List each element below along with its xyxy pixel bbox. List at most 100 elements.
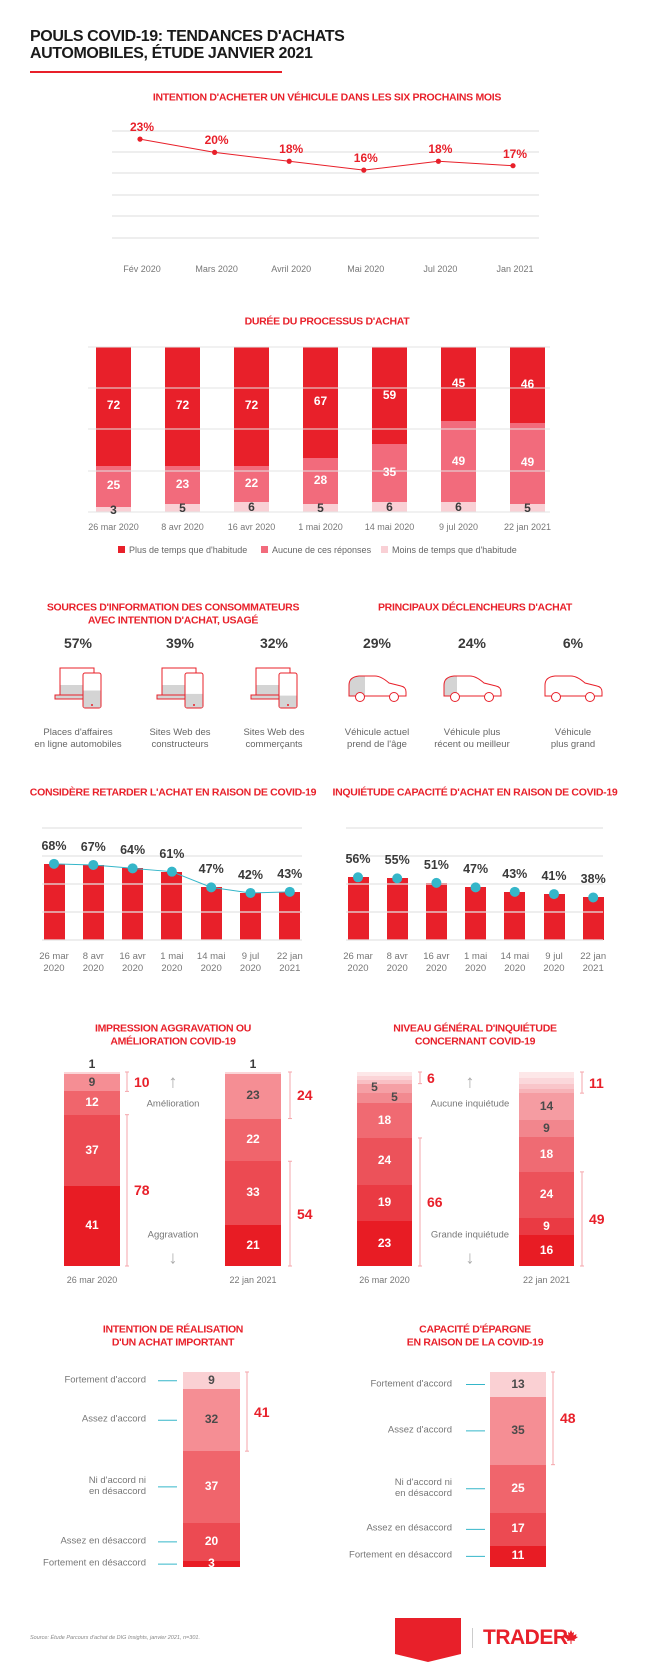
page-title-line1: POULS COVID-19: TENDANCES D'ACHATS: [30, 28, 345, 45]
segment-label: 37: [85, 1142, 99, 1157]
x-tick-label: 2021: [279, 963, 301, 974]
bar-segment-plus: [372, 347, 407, 445]
category-label: Fortement en désaccord: [349, 1549, 452, 1561]
segment-label: 5: [179, 500, 186, 515]
group-total: 41: [254, 1403, 270, 1420]
segment-label: 5: [524, 500, 531, 515]
trigger-label: Véhicule plus: [443, 727, 501, 738]
category-label: Ni d'accord ni en désaccord: [394, 1476, 452, 1499]
stack-segment: [490, 1512, 546, 1546]
stack-segment: [519, 1120, 574, 1138]
data-point-marker: [127, 863, 138, 874]
group-total: 54: [297, 1205, 313, 1222]
segment-label: 33: [246, 1185, 260, 1200]
segment-label: 20: [204, 1533, 219, 1548]
data-point-marker: [49, 858, 59, 869]
x-tick-label: 2020: [200, 963, 222, 974]
segment-label: 35: [511, 1422, 525, 1437]
stack-segment: [519, 1137, 574, 1172]
x-tick-label: 16 avr: [119, 951, 146, 962]
chart-title-realisation-line1: INTENTION DE RÉALISATION: [102, 1323, 244, 1336]
chart-title-epargne-line2: EN RAISON DE LA COVID-19: [406, 1336, 544, 1349]
data-label: 47%: [463, 862, 489, 877]
segment-label: 19: [377, 1195, 392, 1210]
category-label: Fortement d'accord: [370, 1378, 452, 1390]
segment-label: 25: [511, 1480, 525, 1495]
segment-label: 18: [539, 1146, 554, 1161]
chart-title-epargne-line1: CAPACITÉ D'ÉPARGNE: [419, 1323, 531, 1336]
stack-segment: [183, 1522, 240, 1562]
logo-divider: [472, 1628, 473, 1648]
trigger-label: récent ou meilleur: [434, 739, 510, 750]
source-note: Source: Étude Parcours d'achat de DIG In…: [30, 1634, 200, 1641]
stack-segment: [225, 1072, 281, 1074]
bar: [543, 894, 565, 940]
chart-title-duree: DURÉE DU PROCESSUS D'ACHAT: [244, 315, 410, 328]
maple-leaf-icon: [564, 1630, 578, 1644]
group-total: 11: [589, 1074, 604, 1091]
x-tick-label: 2020: [239, 963, 262, 974]
autohebdo-logo-line2: HEBDO.net: [7, 18, 60, 30]
autohebdo-logo[interactable]: [395, 1618, 461, 1662]
data-label: 56%: [345, 852, 371, 867]
data-label: 51%: [423, 857, 449, 872]
legend-swatch: [118, 546, 125, 553]
bar-segment-plus: [441, 347, 476, 422]
bar: [504, 891, 526, 940]
trigger-label: Véhicule: [554, 727, 592, 738]
data-point-marker: [470, 882, 481, 893]
category-label: Fortement en désaccord: [43, 1557, 146, 1569]
bar-segment-aucune: [96, 465, 131, 508]
bar-segment-moins: [441, 502, 476, 512]
segment-label: 9: [88, 1074, 96, 1089]
bar: [465, 887, 487, 940]
bar-segment-moins: [234, 502, 269, 512]
data-label: 43%: [502, 866, 528, 881]
category-label: Ni d'accord ni en désaccord: [88, 1474, 146, 1497]
laptop-phone-icon: [250, 667, 298, 709]
x-tick-label: 2020: [386, 963, 408, 974]
segment-label: 72: [106, 398, 121, 413]
x-tick-label: 2020: [347, 963, 369, 974]
segment-label: 23: [175, 476, 190, 491]
data-point-marker: [588, 892, 599, 903]
car-icon: [544, 675, 603, 702]
chart-title-niveau-line2: CONCERNANT COVID-19: [414, 1035, 536, 1048]
x-tick-label: 14 mai: [500, 951, 530, 962]
trend-line: [139, 138, 514, 171]
stack-segment: [183, 1561, 240, 1567]
segment-label: 18: [377, 1112, 392, 1127]
category-label: Assez en désaccord: [366, 1522, 452, 1534]
axis-label-bottom: Aggravation: [147, 1229, 199, 1241]
group-total: 24: [297, 1087, 313, 1104]
arrow-down-icon: ↓: [465, 1247, 475, 1268]
segment-label: 72: [175, 398, 190, 413]
x-tick-label: 16 avr: [423, 951, 450, 962]
data-label: 20%: [204, 133, 229, 148]
data-label: 43%: [277, 866, 303, 881]
trigger-percent: 6%: [562, 634, 584, 651]
segment-label: 6: [455, 500, 462, 515]
data-point-marker: [88, 859, 99, 870]
data-label: 18%: [428, 142, 453, 157]
segment-label: 32: [204, 1412, 219, 1427]
x-tick-label: 2020: [465, 963, 487, 974]
data-point: [137, 136, 143, 142]
stack-segment: [490, 1397, 546, 1465]
stack-segment: [64, 1073, 120, 1092]
x-tick-label: 2020: [122, 963, 144, 974]
x-tick-label: 9 jul: [241, 951, 260, 962]
segment-label: 28: [313, 472, 328, 487]
segment-label: 41: [85, 1218, 99, 1233]
segment-label: 5: [391, 1090, 398, 1105]
stack-segment: [183, 1451, 240, 1523]
laptop-phone-icon: [156, 667, 204, 709]
chart-title-realisation-line2: D'UN ACHAT IMPORTANT: [111, 1336, 235, 1349]
stack-segment: [183, 1389, 240, 1452]
data-label: 68%: [41, 838, 67, 853]
data-label: 67%: [80, 839, 106, 854]
data-label: 18%: [279, 142, 304, 157]
trader-logo[interactable]: TRADER: [483, 1625, 568, 1649]
autohebdo-logo-line1: auto: [7, 5, 29, 16]
data-point: [212, 149, 218, 155]
